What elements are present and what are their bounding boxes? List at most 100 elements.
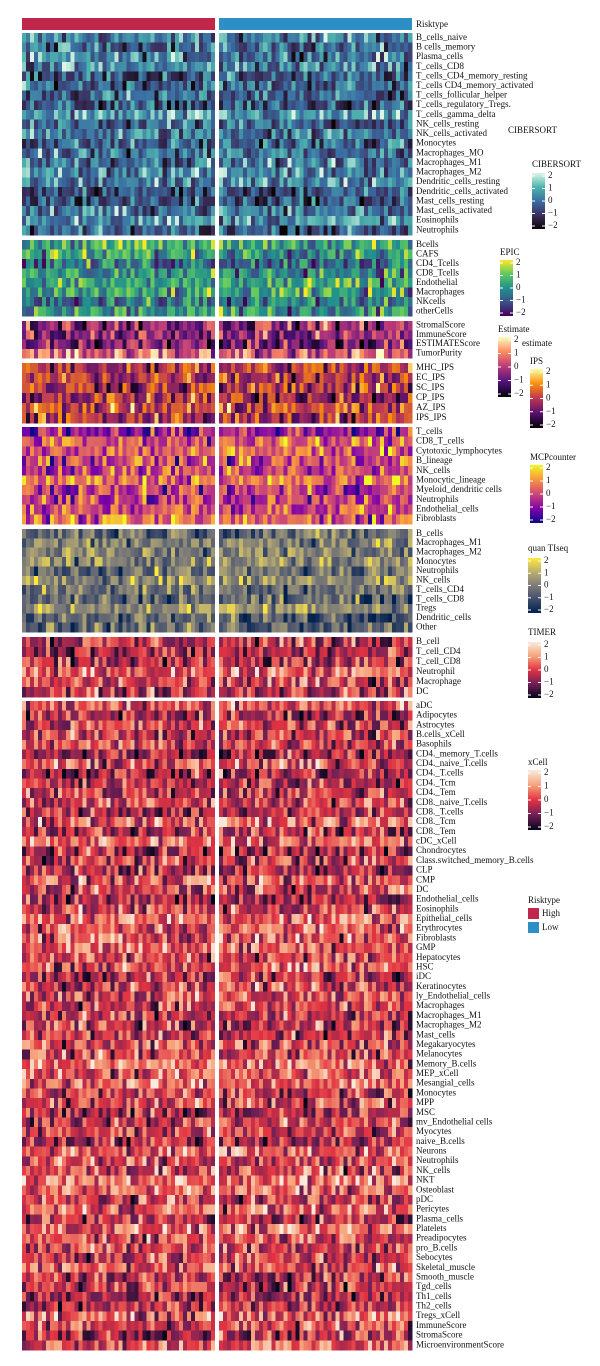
heatmap-cell <box>134 373 139 384</box>
heatmap-cell <box>239 393 244 404</box>
heatmap-cell <box>30 129 35 140</box>
heatmap-cell <box>227 138 232 149</box>
heatmap-cell <box>255 427 260 437</box>
heatmap-cell <box>311 330 316 340</box>
heatmap-cell <box>66 330 71 340</box>
heatmap-cell <box>231 278 236 288</box>
heatmap-cell <box>34 538 39 549</box>
heatmap-cell <box>231 339 236 350</box>
heatmap-cell <box>327 109 332 120</box>
heatmap-cell <box>295 259 300 269</box>
heatmap-cell <box>327 158 332 168</box>
heatmap-cell <box>90 158 95 168</box>
heatmap-cell <box>403 485 409 496</box>
heatmap-cell <box>267 177 272 188</box>
heatmap-cell <box>287 529 292 539</box>
heatmap-cell <box>210 138 216 149</box>
heatmap-cell <box>339 287 344 298</box>
heatmap-cell <box>174 215 180 226</box>
heatmap-cell <box>307 177 312 188</box>
heatmap-cell <box>227 373 232 384</box>
heatmap-cell <box>359 119 365 130</box>
heatmap-panel <box>22 529 413 633</box>
heatmap-cell <box>383 330 389 340</box>
heatmap-cell <box>202 100 208 111</box>
heatmap-cell <box>110 529 115 539</box>
heatmap-cell <box>142 33 147 43</box>
heatmap-cell <box>231 297 236 307</box>
heatmap-cell <box>170 538 176 549</box>
heatmap-cell <box>403 71 409 82</box>
heatmap-cell <box>30 52 35 63</box>
heatmap-cell <box>331 321 336 331</box>
heatmap-cell <box>383 81 389 92</box>
heatmap-cell <box>34 259 39 269</box>
row-label: T_cells_CD4_memory_resting <box>416 70 528 80</box>
heatmap-cell <box>307 148 312 159</box>
heatmap-cell <box>227 158 232 168</box>
heatmap-cell <box>86 206 91 217</box>
heatmap-cell <box>239 186 244 197</box>
heatmap-cell <box>206 196 212 207</box>
heatmap-cell <box>387 215 393 226</box>
heatmap-cell <box>275 297 280 307</box>
heatmap-cell <box>395 306 401 317</box>
heatmap-cell <box>150 71 155 82</box>
heatmap-cell <box>331 363 336 374</box>
heatmap-cell <box>158 259 164 269</box>
heatmap-cell <box>271 186 276 197</box>
heatmap-cell <box>379 339 385 350</box>
heatmap-cell <box>407 186 413 197</box>
heatmap-cell <box>315 148 320 159</box>
heatmap-cell <box>359 138 365 149</box>
heatmap-cell <box>355 148 361 159</box>
heatmap-cell <box>343 167 348 178</box>
heatmap-cell <box>206 71 212 82</box>
heatmap-cell <box>219 514 224 525</box>
heatmap-cell <box>146 465 151 476</box>
heatmap-cell <box>307 504 312 515</box>
heatmap-cell <box>395 148 401 159</box>
heatmap-cell <box>170 81 176 92</box>
heatmap-cell <box>182 109 188 120</box>
heatmap-cell <box>34 206 39 217</box>
heatmap-cell <box>391 504 397 515</box>
heatmap-cell <box>247 306 252 317</box>
heatmap-cell <box>255 297 260 307</box>
heatmap-cell <box>110 148 115 159</box>
heatmap-cell <box>50 42 55 53</box>
heatmap-cell <box>351 297 357 307</box>
heatmap-cell <box>263 148 268 159</box>
heatmap-cell <box>166 330 172 340</box>
heatmap-cell <box>243 485 248 496</box>
heatmap-cell <box>335 249 340 260</box>
heatmap-cell <box>347 321 352 331</box>
heatmap-cell <box>407 297 413 307</box>
heatmap-cell <box>363 363 369 374</box>
heatmap-cell <box>42 240 47 250</box>
heatmap-cell <box>235 321 240 331</box>
heatmap-cell <box>303 215 308 226</box>
heatmap-cell <box>403 268 409 279</box>
heatmap-cell <box>255 383 260 394</box>
heatmap-cell <box>367 167 373 178</box>
heatmap-cell <box>247 287 252 298</box>
heatmap-cell <box>62 538 67 549</box>
heatmap-cell <box>98 33 103 43</box>
heatmap-cell <box>255 278 260 288</box>
heatmap-cell <box>70 494 75 505</box>
heatmap-cell <box>58 363 63 374</box>
heatmap-cell <box>190 268 196 279</box>
heatmap-cell <box>331 240 336 250</box>
heatmap-cell <box>74 494 79 505</box>
heatmap-cell <box>30 90 35 101</box>
heatmap-cell <box>122 538 127 549</box>
heatmap-cell <box>259 373 264 384</box>
heatmap-cell <box>62 167 67 178</box>
heatmap-cell <box>283 90 288 101</box>
heatmap-cell <box>150 225 155 236</box>
heatmap-cell <box>327 249 332 260</box>
heatmap-cell <box>359 348 365 359</box>
heatmap-cell <box>122 177 127 188</box>
heatmap-cell <box>335 456 340 467</box>
